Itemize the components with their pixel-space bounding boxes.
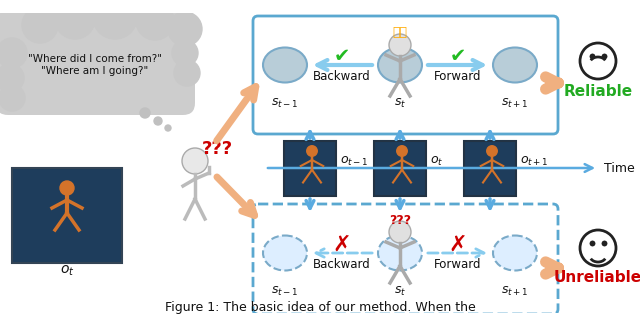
Text: $s_{t-1}$: $s_{t-1}$ <box>271 285 299 298</box>
Circle shape <box>0 64 24 92</box>
Text: Forward: Forward <box>435 70 482 83</box>
FancyBboxPatch shape <box>464 141 516 196</box>
Text: $o_t$: $o_t$ <box>60 264 74 278</box>
Text: $o_{t-1}$: $o_{t-1}$ <box>340 155 369 168</box>
Text: $s_{t+1}$: $s_{t+1}$ <box>501 97 529 110</box>
Circle shape <box>165 125 171 131</box>
Text: 💡✨: 💡✨ <box>392 26 408 39</box>
Text: ???: ??? <box>389 214 411 227</box>
FancyBboxPatch shape <box>253 204 558 314</box>
FancyBboxPatch shape <box>284 141 336 196</box>
Circle shape <box>0 38 27 68</box>
Circle shape <box>0 85 25 111</box>
Ellipse shape <box>493 48 537 82</box>
Text: $o_t$: $o_t$ <box>430 155 444 168</box>
Text: ✔: ✔ <box>450 48 466 67</box>
Circle shape <box>168 12 202 46</box>
Circle shape <box>154 117 162 125</box>
Circle shape <box>487 146 497 156</box>
Circle shape <box>174 60 200 86</box>
FancyBboxPatch shape <box>374 141 426 196</box>
Circle shape <box>580 230 616 266</box>
Text: Unreliable: Unreliable <box>554 271 640 286</box>
Text: ✗: ✗ <box>333 235 351 255</box>
Text: Time: Time <box>604 161 635 174</box>
Ellipse shape <box>378 48 422 82</box>
Circle shape <box>182 148 208 174</box>
Text: $s_t$: $s_t$ <box>394 97 406 110</box>
Circle shape <box>22 7 58 43</box>
Circle shape <box>580 43 616 79</box>
Text: "Where did I come from?"
"Where am I going?": "Where did I come from?" "Where am I goi… <box>28 54 162 76</box>
Ellipse shape <box>378 235 422 271</box>
Ellipse shape <box>263 48 307 82</box>
FancyBboxPatch shape <box>12 168 122 263</box>
Circle shape <box>136 2 174 40</box>
Text: $s_t$: $s_t$ <box>394 285 406 298</box>
Ellipse shape <box>263 235 307 271</box>
Text: $s_{t-1}$: $s_{t-1}$ <box>271 97 299 110</box>
FancyBboxPatch shape <box>253 16 558 134</box>
Text: $s_{t+1}$: $s_{t+1}$ <box>501 285 529 298</box>
Circle shape <box>140 108 150 118</box>
Text: ???: ??? <box>202 140 232 158</box>
Circle shape <box>307 146 317 156</box>
Text: Backward: Backward <box>313 259 371 272</box>
Text: ✗: ✗ <box>449 235 467 255</box>
Text: Backward: Backward <box>313 70 371 83</box>
Circle shape <box>389 221 411 243</box>
Circle shape <box>60 181 74 195</box>
Text: $o_{t+1}$: $o_{t+1}$ <box>520 155 548 168</box>
Circle shape <box>397 146 407 156</box>
Circle shape <box>389 34 411 56</box>
Text: Forward: Forward <box>435 259 482 272</box>
FancyBboxPatch shape <box>0 11 195 115</box>
Text: Figure 1: The basic idea of our method. When the: Figure 1: The basic idea of our method. … <box>164 302 476 315</box>
Circle shape <box>55 0 95 39</box>
Circle shape <box>172 40 198 66</box>
Circle shape <box>93 0 137 39</box>
Ellipse shape <box>493 235 537 271</box>
Text: Reliable: Reliable <box>563 83 632 98</box>
Text: ✔: ✔ <box>334 48 350 67</box>
